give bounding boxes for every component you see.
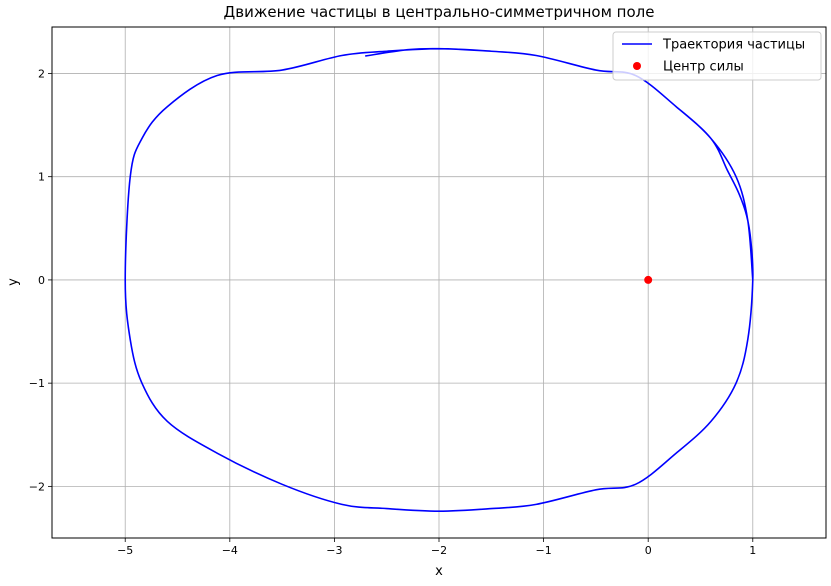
chart-title: Движение частицы в центрально-симметричн… [224, 3, 655, 21]
x-tick-label: 0 [645, 544, 652, 557]
grid [52, 27, 826, 538]
legend-label-center: Центр силы [663, 60, 744, 75]
y-tick-label: −2 [29, 480, 45, 493]
x-axis-label: x [435, 564, 443, 579]
legend: Траектория частицы Центр силы [612, 31, 822, 81]
x-tick-label: 1 [749, 544, 756, 557]
x-tick-label: −5 [117, 544, 133, 557]
x-tick-label: −2 [431, 544, 447, 557]
x-tick-label: −4 [222, 544, 238, 557]
y-tick-label: 2 [38, 67, 45, 80]
plot-area [124, 47, 754, 512]
legend-marker-swatch [633, 62, 641, 70]
y-axis-label: y [6, 278, 21, 286]
legend-box [612, 31, 822, 81]
legend-label-trajectory: Траектория частицы [662, 38, 805, 53]
force-center-point [644, 275, 653, 284]
x-tick-label: −3 [326, 544, 342, 557]
y-tick-label: −1 [29, 377, 45, 390]
y-tick-label: 1 [38, 171, 45, 184]
y-tick-label: 0 [38, 274, 45, 287]
trajectory-line [124, 47, 754, 512]
x-tick-label: −1 [535, 544, 551, 557]
ticks: −5 −4 −3 −2 −1 0 1 −2 −1 0 1 2 [29, 67, 757, 557]
